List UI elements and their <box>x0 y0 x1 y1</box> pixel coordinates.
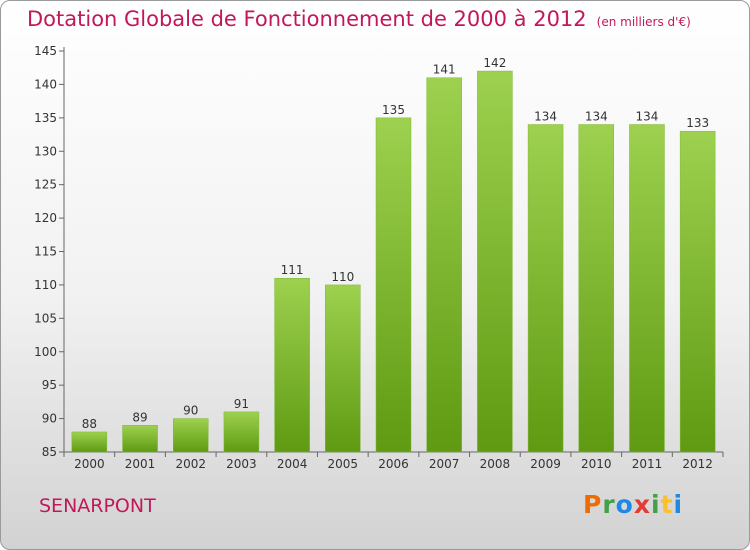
bar-value-label: 134 <box>534 110 557 124</box>
y-tick-label: 90 <box>42 412 57 426</box>
y-tick-label: 100 <box>34 345 57 359</box>
bar-value-label: 133 <box>686 116 709 130</box>
x-tick-label: 2005 <box>328 457 359 471</box>
x-tick-label: 2010 <box>581 457 612 471</box>
bar <box>578 124 615 453</box>
y-tick-label: 105 <box>34 311 57 325</box>
logo-letter: o <box>615 490 634 519</box>
y-tick-label: 130 <box>34 144 57 158</box>
y-tick-label: 110 <box>34 278 57 292</box>
y-tick-label: 145 <box>34 44 57 58</box>
x-tick-label: 2004 <box>277 457 308 471</box>
bar <box>71 431 108 453</box>
bar-value-label: 89 <box>132 410 147 424</box>
bar-value-label: 134 <box>585 110 608 124</box>
bar-value-label: 134 <box>636 110 659 124</box>
bar <box>172 418 209 453</box>
logo-letter: P <box>583 490 603 519</box>
bar-value-label: 90 <box>183 404 198 418</box>
logo-letter: i <box>673 490 684 519</box>
y-tick-label: 95 <box>42 378 57 392</box>
y-tick-label: 85 <box>42 445 57 459</box>
bar <box>122 425 158 453</box>
logo-letter: r <box>602 490 616 519</box>
x-tick-label: 2000 <box>74 457 105 471</box>
bar <box>223 411 260 453</box>
bar <box>274 277 310 453</box>
x-tick-label: 2001 <box>125 457 156 471</box>
bar <box>527 124 564 453</box>
unit-label: (en milliers d'€) <box>596 15 691 29</box>
logo-letter: x <box>633 490 651 519</box>
y-tick-label: 135 <box>34 111 57 125</box>
bar-value-label: 91 <box>234 397 249 411</box>
x-tick-label: 2008 <box>480 457 511 471</box>
bar-value-label: 135 <box>382 103 405 117</box>
x-tick-label: 2002 <box>175 457 206 471</box>
bar-value-label: 141 <box>433 63 456 77</box>
chart-title: Dotation Globale de Fonctionnement de 20… <box>27 7 691 31</box>
x-tick-label: 2007 <box>429 457 460 471</box>
y-tick-label: 125 <box>34 178 57 192</box>
bar <box>477 70 513 453</box>
bar <box>629 124 665 453</box>
x-tick-label: 2011 <box>632 457 663 471</box>
x-tick-label: 2012 <box>682 457 713 471</box>
x-tick-label: 2006 <box>378 457 409 471</box>
bar-value-label: 111 <box>281 263 304 277</box>
bar <box>325 284 361 453</box>
bar <box>375 117 412 453</box>
commune-name: SENARPONT <box>39 495 156 517</box>
logo-letter: t <box>660 490 674 519</box>
y-tick-label: 120 <box>34 211 57 225</box>
bar <box>426 77 462 453</box>
y-tick-label: 140 <box>34 77 57 91</box>
proxiti-logo: Proxiti <box>583 490 683 519</box>
y-tick-label: 115 <box>34 245 57 259</box>
bar-value-label: 110 <box>331 270 354 284</box>
logo-letter: i <box>651 490 661 519</box>
title-text: Dotation Globale de Fonctionnement de 20… <box>27 7 587 31</box>
bar-value-label: 88 <box>82 417 97 431</box>
x-tick-label: 2009 <box>530 457 561 471</box>
bar-value-label: 142 <box>483 56 506 70</box>
bar <box>679 130 716 453</box>
x-tick-label: 2003 <box>226 457 257 471</box>
